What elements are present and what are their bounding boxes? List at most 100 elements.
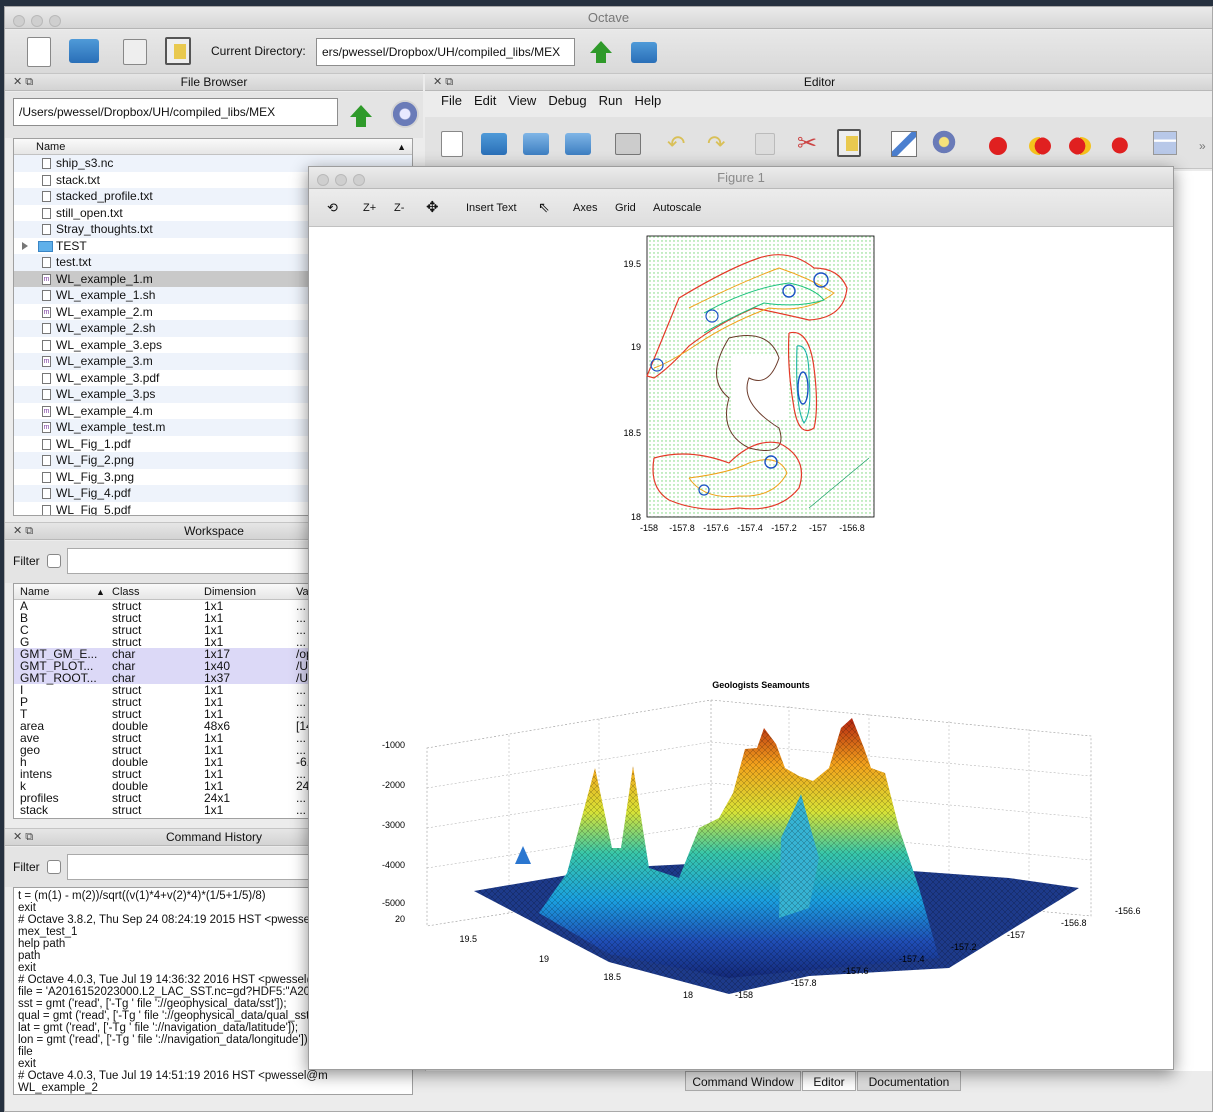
history-line[interactable]: file <box>18 1046 33 1058</box>
open-folder-icon[interactable] <box>69 39 99 63</box>
workspace-filter-checkbox[interactable] <box>47 554 61 568</box>
copy-icon[interactable] <box>123 39 147 65</box>
history-line[interactable]: qual = gmt ('read', ['-Tg ' file '://geo… <box>18 1010 322 1022</box>
next-breakpoint-icon[interactable] <box>1069 137 1091 155</box>
workspace-row[interactable]: intens struct 1x1... <box>14 768 412 780</box>
file-row[interactable]: WL_Fig_5.pdf <box>14 502 412 515</box>
file-row[interactable]: WL_Fig_1.pdf <box>14 436 412 453</box>
file-row[interactable]: m WL_example_4.m <box>14 403 412 420</box>
history-line[interactable]: WL_example_2 <box>18 1082 98 1094</box>
menu-file[interactable]: File <box>441 93 462 108</box>
new-file-icon[interactable] <box>27 37 51 67</box>
workspace-col-dimension[interactable]: Dimension <box>204 586 256 598</box>
parent-directory-icon[interactable] <box>590 41 612 63</box>
workspace-row[interactable]: ave struct 1x1... <box>14 732 412 744</box>
pan-icon[interactable]: ✥ <box>426 199 439 216</box>
close-figure-button[interactable] <box>317 174 329 186</box>
file-list-header[interactable]: Name ▲ <box>14 139 412 155</box>
figure-window-controls[interactable] <box>317 171 371 193</box>
history-line[interactable]: file = 'A2016152023000.L2_LAC_SST.nc=gd?… <box>18 986 323 998</box>
name-column-header[interactable]: Name <box>36 141 66 153</box>
new-script-icon[interactable] <box>441 131 463 157</box>
settings-gear-icon[interactable] <box>931 129 957 155</box>
file-row[interactable]: stack.txt <box>14 172 412 189</box>
save-icon[interactable] <box>523 133 549 155</box>
undo-icon[interactable]: ↶ <box>667 131 686 156</box>
remove-breakpoints-icon[interactable] <box>1109 131 1133 155</box>
close-panel-icon[interactable]: ✕ ⧉ <box>433 76 454 88</box>
minimize-figure-button[interactable] <box>335 174 347 186</box>
redo-icon[interactable]: ↷ <box>707 131 726 156</box>
save-as-icon[interactable] <box>565 133 591 155</box>
more-tools-icon[interactable]: » <box>1199 139 1206 153</box>
tab-documentation[interactable]: Documentation <box>857 1071 961 1091</box>
paste-icon[interactable] <box>165 37 191 65</box>
tab-editor[interactable]: Editor <box>802 1071 856 1091</box>
open-file-icon[interactable] <box>481 133 507 155</box>
history-line[interactable]: help path <box>18 938 66 950</box>
grid-button[interactable]: Grid <box>615 202 636 214</box>
browse-directory-icon[interactable] <box>631 42 657 63</box>
axes-button[interactable]: Axes <box>573 202 598 214</box>
paste-icon[interactable] <box>837 129 861 157</box>
workspace-row[interactable]: profiles struct 24x1... <box>14 792 412 804</box>
history-line[interactable]: exit <box>18 902 36 914</box>
history-line[interactable]: t = (m(1) - m(2))/sqrt((v(1)*4+v(2)*4)*(… <box>18 890 266 902</box>
expand-arrow-icon[interactable] <box>22 241 28 250</box>
workspace-row[interactable]: area double 48x6 [14 <box>14 720 412 732</box>
indent-icon[interactable] <box>1153 131 1177 155</box>
close-panel-icon[interactable]: ✕ ⧉ <box>13 525 34 537</box>
window-controls[interactable] <box>13 12 67 34</box>
menu-view[interactable]: View <box>508 93 537 108</box>
select-pointer-icon[interactable]: ⇖ <box>538 199 550 215</box>
print-icon[interactable] <box>615 133 641 155</box>
close-panel-icon[interactable]: ✕ ⧉ <box>13 76 34 88</box>
history-line[interactable]: lon = gmt ('read', ['-Tg ' file '://navi… <box>18 1034 311 1046</box>
workspace-row[interactable]: geo struct 1x1... <box>14 744 412 756</box>
insert-text-button[interactable]: Insert Text <box>466 202 517 214</box>
figure-canvas[interactable]: 19.5 19 18.5 18 -158 -157.8 -157.6 -157.… <box>309 228 1174 1070</box>
workspace-col-name[interactable]: Name <box>20 586 50 598</box>
file-row[interactable]: WL_Fig_3.png <box>14 469 412 486</box>
file-row[interactable]: TEST <box>14 238 412 255</box>
copy-icon[interactable] <box>755 133 775 155</box>
file-browser-path-input[interactable]: /Users/pwessel/Dropbox/UH/compiled_libs/… <box>13 98 338 126</box>
sort-ascending-icon[interactable]: ▲ <box>397 142 406 152</box>
history-line[interactable]: path <box>18 950 41 962</box>
history-filter-checkbox[interactable] <box>47 860 61 874</box>
history-line[interactable]: exit <box>18 1058 36 1070</box>
zoom-in-button[interactable]: Z+ <box>363 202 377 214</box>
menu-run[interactable]: Run <box>598 93 623 108</box>
history-line[interactable]: # Octave 4.0.3, Tue Jul 19 14:51:19 2016… <box>18 1070 328 1082</box>
history-line[interactable]: sst = gmt ('read', ['-Tg ' file '://geop… <box>18 998 287 1010</box>
autoscale-button[interactable]: Autoscale <box>653 202 702 214</box>
menu-debug[interactable]: Debug <box>548 93 587 108</box>
toggle-breakpoint-icon[interactable] <box>989 137 1007 155</box>
file-browser-up-icon[interactable] <box>350 105 372 127</box>
minimize-window-button[interactable] <box>31 15 43 27</box>
history-line[interactable]: # Octave 3.8.2, Thu Sep 24 08:24:19 2015… <box>18 914 325 926</box>
close-window-button[interactable] <box>13 15 25 27</box>
zoom-window-button[interactable] <box>49 15 61 27</box>
gear-icon[interactable] <box>391 100 419 128</box>
close-panel-icon[interactable]: ✕ ⧉ <box>13 831 34 843</box>
previous-breakpoint-icon[interactable] <box>1029 137 1051 155</box>
menu-edit[interactable]: Edit <box>473 93 497 108</box>
file-row[interactable]: m WL_example_2.m <box>14 304 412 321</box>
history-line[interactable]: # Octave 4.0.3, Tue Jul 19 14:36:32 2016… <box>18 974 328 986</box>
file-row[interactable]: WL_example_3.eps <box>14 337 412 354</box>
cut-icon[interactable]: ✂ <box>797 130 818 157</box>
history-line[interactable]: exit <box>18 962 36 974</box>
sort-ascending-icon[interactable]: ▲ <box>96 587 105 597</box>
file-row[interactable]: still_open.txt <box>14 205 412 222</box>
menu-help[interactable]: Help <box>634 93 662 108</box>
history-line[interactable]: mex_test_1 <box>18 926 78 938</box>
rotate-icon[interactable]: ⟲ <box>327 200 338 215</box>
